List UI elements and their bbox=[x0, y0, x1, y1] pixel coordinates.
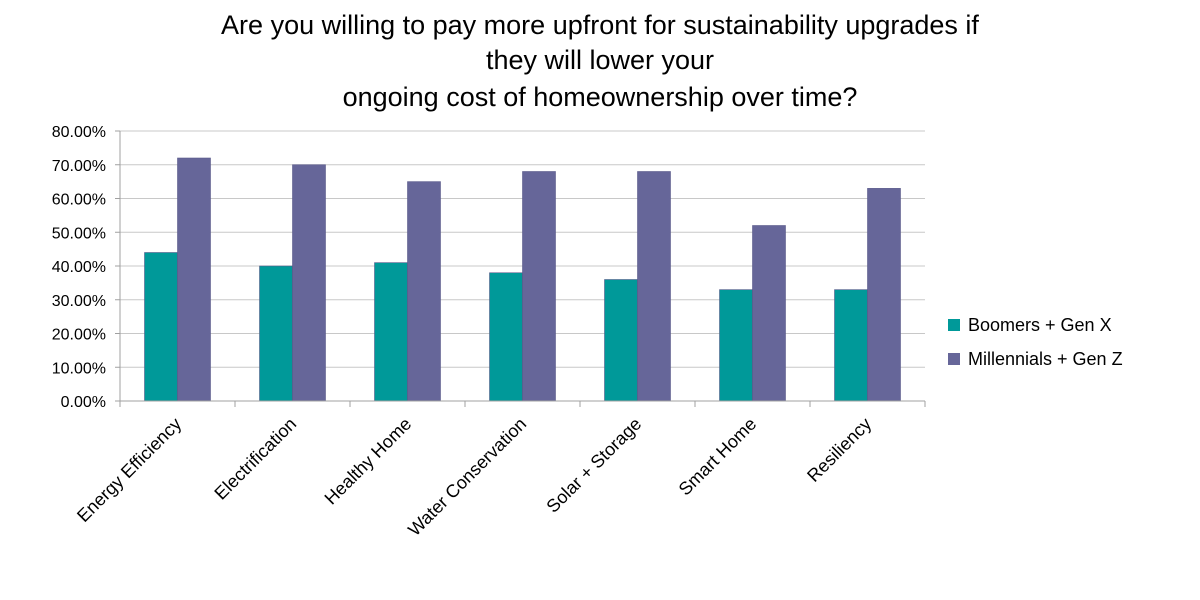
y-tick-label: 0.00% bbox=[61, 394, 106, 411]
x-category-label: Water Conservation bbox=[404, 414, 530, 540]
x-axis-category-labels: Energy Efficiency Electrification Healthy … bbox=[73, 414, 875, 540]
x-category-label: Smart Home bbox=[675, 414, 761, 500]
chart-title-line-3: ongoing cost of homeownership over time? bbox=[343, 82, 858, 112]
bar-boomers-genx-3 bbox=[489, 272, 523, 402]
legend: Boomers + Gen X Millennials + Gen Z bbox=[948, 315, 1123, 369]
bar-millennials-genz-0 bbox=[177, 157, 211, 402]
y-tick-label: 80.00% bbox=[52, 124, 106, 141]
legend-swatch-1 bbox=[948, 319, 960, 331]
x-category-label: Healthy Home bbox=[321, 414, 416, 509]
bar-boomers-genx-4 bbox=[604, 279, 638, 402]
chart-title: Are you willing to pay more upfront for … bbox=[221, 10, 979, 112]
y-axis-tick-labels: 0.00% 10.00% 20.00% 30.00% 40.00% 50.00% 60.00… bbox=[52, 124, 106, 411]
legend-label-2: Millennials + Gen Z bbox=[968, 349, 1123, 369]
y-tick-label: 30.00% bbox=[52, 293, 106, 310]
x-category-label: Electrification bbox=[210, 414, 300, 504]
y-tick-label: 60.00% bbox=[52, 192, 106, 209]
y-tick-label: 20.00% bbox=[52, 327, 106, 344]
bar-millennials-genz-5 bbox=[752, 225, 786, 402]
bar-boomers-genx-6 bbox=[834, 289, 868, 402]
y-tick-label: 50.00% bbox=[52, 225, 106, 242]
bar-boomers-genx-5 bbox=[719, 289, 753, 402]
x-category-label: Resiliency bbox=[803, 414, 875, 486]
bar-millennials-genz-6 bbox=[867, 188, 901, 402]
bar-millennials-genz-2 bbox=[407, 181, 441, 402]
y-tick-label: 40.00% bbox=[52, 259, 106, 276]
bar-millennials-genz-4 bbox=[637, 171, 671, 402]
bar-millennials-genz-1 bbox=[292, 164, 326, 402]
legend-label-1: Boomers + Gen X bbox=[968, 315, 1112, 335]
bar-boomers-genx-2 bbox=[374, 262, 408, 402]
bar-millennials-genz-3 bbox=[522, 171, 556, 402]
bar-boomers-genx-1 bbox=[259, 265, 293, 402]
bars bbox=[144, 157, 901, 402]
y-tick-label: 70.00% bbox=[52, 158, 106, 175]
x-category-label: Energy Efficiency bbox=[73, 414, 185, 526]
x-category-label: Solar + Storage bbox=[542, 414, 645, 517]
bar-boomers-genx-0 bbox=[144, 252, 178, 402]
x-axis bbox=[119, 131, 926, 407]
chart-title-line-1: Are you willing to pay more upfront for … bbox=[221, 10, 979, 40]
chart-title-line-2: they will lower your bbox=[486, 45, 714, 75]
legend-swatch-2 bbox=[948, 353, 960, 365]
y-tick-label: 10.00% bbox=[52, 360, 106, 377]
